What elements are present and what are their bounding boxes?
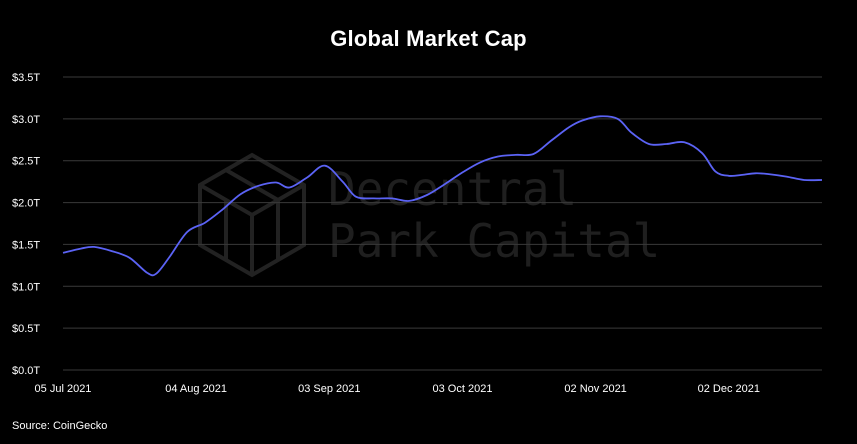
- x-tick-label: 02 Nov 2021: [564, 383, 626, 395]
- watermark-text: Park Capital: [328, 214, 660, 268]
- y-tick-label: $3.5T: [12, 72, 40, 84]
- y-tick-label: $0.0T: [12, 365, 40, 377]
- watermark-text: Decentral: [328, 162, 577, 216]
- series-line-market-cap: [62, 115, 823, 277]
- x-tick-label: 03 Oct 2021: [433, 383, 493, 395]
- y-tick-label: $0.5T: [12, 323, 40, 335]
- x-tick-label: 02 Dec 2021: [698, 383, 760, 395]
- x-tick-label: 03 Sep 2021: [298, 383, 360, 395]
- chart-title: Global Market Cap: [330, 26, 527, 51]
- y-tick-label: $2.5T: [12, 156, 40, 168]
- y-tick-label: $1.0T: [12, 281, 40, 293]
- x-tick-label: 04 Aug 2021: [165, 383, 227, 395]
- source-note: Source: CoinGecko: [12, 420, 108, 432]
- y-tick-label: $2.0T: [12, 198, 40, 210]
- y-tick-label: $1.5T: [12, 239, 40, 251]
- x-tick-label: 05 Jul 2021: [35, 383, 92, 395]
- watermark-logo: [198, 152, 306, 278]
- y-tick-label: $3.0T: [12, 114, 40, 126]
